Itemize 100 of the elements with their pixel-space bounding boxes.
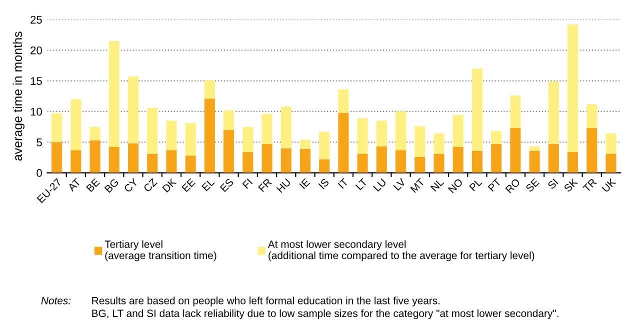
bar [414,126,426,157]
x-tick-label: SI [547,178,558,190]
bar [204,80,215,99]
bar [472,150,482,173]
bar [586,128,598,173]
bar [280,106,292,148]
bar [548,144,559,173]
bar [52,142,62,173]
bar [376,120,387,146]
bar [300,140,310,149]
bar [529,146,540,151]
x-tick-label: PT [488,178,502,192]
bar [242,152,254,173]
x-tick-label: FI [242,178,253,189]
bar [338,112,349,173]
x-tick-label: EE [182,178,196,192]
y-tick-label: 25 [30,16,42,24]
bar [606,134,616,154]
bar [185,156,196,173]
y-tick-label: 5 [36,138,42,146]
bar [510,128,521,173]
bar [586,104,598,128]
bar [568,24,578,152]
bar [166,120,177,150]
legend-label: At most lower secondary level (additional time compared to the average for tertiary level) [268,240,534,262]
bar [472,68,482,151]
bar [166,150,177,173]
bar [70,99,82,150]
bar [396,150,406,173]
bar [128,76,138,144]
bar [434,154,444,173]
x-tick-label: AT [67,178,82,192]
x-tick-label: TR [582,178,597,192]
bar [224,110,234,130]
x-tick-label: SE [525,178,540,192]
x-tick-label: ES [220,178,234,192]
x-tick-label: BG [104,178,119,193]
x-tick-label: NO [448,178,464,194]
bar [262,114,272,144]
x-tick-label: NL [430,178,444,192]
bar [128,143,138,173]
x-tick-label: IE [299,178,310,190]
bar [452,115,464,148]
bar [185,123,196,156]
x-tick-label: FR [258,178,272,192]
x-tick-label: IS [318,178,330,190]
text: Notes: [41,297,71,304]
bar [242,126,254,152]
bar [529,150,540,173]
bar [396,111,406,150]
bar [224,130,234,173]
bar [319,159,330,173]
bar [491,144,502,173]
bar [108,41,120,148]
x-tick-label: SK [563,178,578,192]
bar [108,147,120,173]
bar [319,132,330,160]
y-tick-label: 20 [30,46,42,54]
bar [52,113,62,142]
bar [510,96,521,128]
x-tick-label: PL [469,178,482,192]
bar [90,140,100,173]
bar [70,150,82,173]
bar [204,98,215,173]
bar [568,152,578,173]
bar [147,154,158,173]
y-tick-label: 10 [30,108,42,116]
legend-label: Tertiary level (average transition time) [104,240,216,262]
bar [147,108,158,154]
bar [434,134,444,154]
x-tick-label: HU [276,178,291,193]
bar [357,154,368,173]
bar [357,118,368,154]
x-tick-label: CY [124,178,138,193]
bar [491,131,502,144]
x-tick-label: EL [202,178,215,192]
bar [280,148,292,173]
bar [90,126,100,140]
x-tick-label: BE [86,178,100,192]
x-tick-label: RO [505,178,521,194]
x-tick-label: LU [373,178,387,192]
y-axis-title: average time in months [12,32,24,161]
text: Results are based on people who left formal education in the last five years. BG, LT and SI data lack reliability due to low sample sizes for the category "at most lower secondary". [92,296,558,320]
x-tick-label: CZ [143,178,158,192]
bar [414,156,426,173]
bar [338,89,349,113]
x-tick-label: LV [393,178,406,191]
y-tick-label: 0 [36,169,42,177]
bar [452,147,464,173]
bar [300,148,310,173]
x-tick-label: UK [602,178,616,193]
bar [606,154,616,173]
x-tick-label: DK [162,178,177,192]
x-tick-label: MT [410,178,426,193]
bar [376,146,387,173]
x-tick-label: IT [338,178,349,189]
bar [548,81,559,144]
y-tick-label: 15 [30,77,42,85]
bar [262,144,272,173]
x-tick-label: LT [355,178,368,190]
